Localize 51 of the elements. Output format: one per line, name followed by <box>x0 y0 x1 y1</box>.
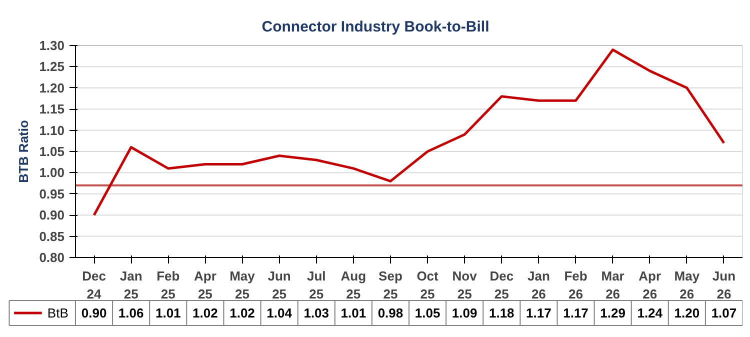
data-label: 1.18 <box>488 306 514 320</box>
data-label: 1.02 <box>230 306 255 320</box>
x-tick-label: Aug 25 <box>340 268 366 302</box>
data-label: 1.03 <box>304 306 330 320</box>
data-label: 1.07 <box>711 306 737 320</box>
x-tick-label: Nov 25 <box>452 268 478 302</box>
line-series <box>92 48 726 216</box>
x-tick-label: Jan 25 <box>120 268 142 302</box>
y-tick-label: 0.95 <box>39 186 65 202</box>
data-label: 1.17 <box>526 306 552 320</box>
x-tick-label: Jul 25 <box>306 268 326 302</box>
y-tick-label: 0.80 <box>39 250 65 265</box>
y-tick-label: 1.25 <box>39 59 65 74</box>
x-tick-label: Dec 25 <box>490 268 514 302</box>
data-label: 1.06 <box>118 306 144 320</box>
x-tick-label: Apr 25 <box>194 268 216 302</box>
y-axis-title: BTB Ratio <box>16 120 32 183</box>
data-label: 1.17 <box>563 306 588 320</box>
data-label: 1.02 <box>192 306 218 320</box>
data-label: 1.01 <box>155 306 181 320</box>
data-label: 1.20 <box>674 306 700 320</box>
data-label: 1.05 <box>414 306 440 320</box>
y-tick-label: 1.10 <box>39 122 65 138</box>
x-tick-label: Feb 25 <box>156 268 180 302</box>
y-tick-label: 1.15 <box>39 102 65 117</box>
data-label: 1.24 <box>637 306 664 320</box>
x-tick-label: Oct 25 <box>416 268 440 302</box>
data-label: 0.90 <box>81 306 107 320</box>
x-tick-label: Mar 26 <box>601 268 624 302</box>
y-tick-label: 1.00 <box>39 165 65 180</box>
x-tick-label: May 25 <box>230 268 256 302</box>
data-label: 1.01 <box>340 306 366 320</box>
data-label: 1.09 <box>452 306 478 320</box>
x-tick-label: Apr 26 <box>638 268 662 302</box>
x-tick-label: Jun 25 <box>268 268 291 302</box>
y-tick-label: 1.20 <box>39 80 65 96</box>
y-tick-label: 1.05 <box>39 144 65 159</box>
y-tick-label: 0.85 <box>39 228 65 244</box>
x-tick-label: Sep 25 <box>378 268 402 302</box>
data-label: 0.98 <box>378 306 404 320</box>
y-tick-label: 1.30 <box>39 38 65 53</box>
chart-title: Connector Industry Book-to-Bill <box>262 18 490 36</box>
x-tick-label: Jun 26 <box>712 268 736 302</box>
x-tick-label: May 26 <box>674 268 700 302</box>
x-tick-label: Jan 26 <box>527 268 550 302</box>
x-tick-label: Feb 26 <box>564 268 588 302</box>
data-label: 1.29 <box>600 306 626 320</box>
legend-label: BtB <box>47 306 68 320</box>
data-label: 1.04 <box>266 306 293 320</box>
y-tick-label: 0.90 <box>39 208 65 223</box>
x-tick-label: Dec 24 <box>82 268 106 302</box>
